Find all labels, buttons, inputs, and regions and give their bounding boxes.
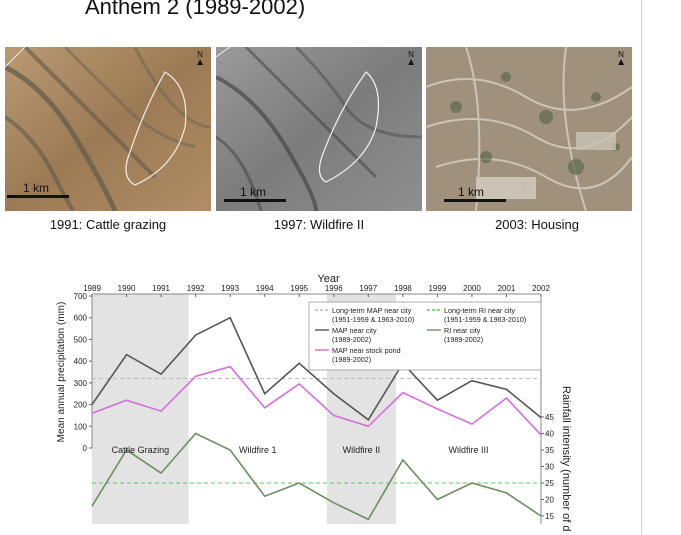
aerial-photo-2003: N ▲ 1 km — [426, 47, 632, 211]
north-label: N — [618, 50, 624, 59]
left-tick-label: 700 — [74, 292, 88, 301]
left-tick-label: 400 — [74, 357, 88, 366]
left-tick-label: 500 — [74, 335, 88, 344]
aerial-photo-1991: N ▲ 1 km — [5, 47, 211, 211]
right-tick-label: 25 — [545, 479, 554, 488]
x-tick-label: 1998 — [394, 284, 412, 293]
north-label: N — [197, 50, 203, 59]
right-tick-label: 40 — [545, 430, 554, 439]
legend-label: Long-term RI near city (1951-1959 & 1963-… — [444, 306, 526, 324]
scale-bar — [224, 199, 286, 202]
precipitation-chart: 1989 1990 1991 1992 1993 1994 1995 1996 1997 1998… — [56, 273, 572, 532]
left-tick-label: 600 — [74, 314, 88, 323]
series-line-0 — [91, 316, 542, 421]
x-tick-label: 2000 — [463, 284, 481, 293]
period-label: Cattle Grazing — [112, 445, 170, 455]
legend-label: MAP near city (1989-2002) — [332, 326, 377, 344]
period-label: Wildfire 1 — [239, 445, 277, 455]
x-tick-label: 1994 — [256, 284, 274, 293]
right-tick-label: 35 — [545, 446, 554, 455]
aerial-photo-1997: N ▲ 1 km — [216, 47, 422, 211]
scale-label: 1 km — [23, 181, 50, 195]
slide-right-border — [641, 0, 642, 535]
photo-caption-2003: 2003: Housing — [495, 217, 579, 232]
photo-caption-1991: 1991: Cattle grazing — [49, 217, 167, 232]
legend-label: Long-term MAP near city (1951-1959 & 1963… — [332, 306, 414, 324]
x-axis-label: Year — [317, 273, 340, 285]
x-tick-label: 1995 — [290, 284, 308, 293]
x-tick-label: 1997 — [359, 284, 377, 293]
slide-title: Anthem 2 (1989-2002) — [85, 0, 306, 19]
series-line-2 — [91, 432, 542, 521]
left-axis-label: Mean annual precipitation (mm) — [56, 302, 67, 443]
north-arrow-icon: N ▲ — [616, 50, 626, 68]
legend-box — [308, 301, 542, 371]
north-arrow-icon: N ▲ — [195, 50, 205, 68]
right-tick-label: 45 — [545, 413, 554, 422]
left-tick-label: 200 — [74, 401, 88, 410]
period-band — [92, 294, 189, 524]
north-label: N — [408, 50, 414, 59]
right-axis-label: Rainfall intensity (number of d — [560, 386, 572, 532]
left-tick-label: 0 — [83, 444, 88, 453]
scale-label: 1 km — [240, 185, 267, 199]
period-label: Wildfire III — [448, 445, 488, 455]
legend-label: RI near city (1989-2002) — [444, 326, 483, 344]
scale-label: 1 km — [458, 185, 485, 199]
right-tick-label: 20 — [545, 496, 554, 505]
legend-label: MAP near stock pond (1989-2002) — [332, 346, 401, 364]
period-label: Wildfire II — [343, 445, 381, 455]
scale-bar — [444, 199, 506, 202]
x-tick-label: 2002 — [532, 284, 550, 293]
series-line-1 — [91, 365, 542, 436]
x-tick-label: 2001 — [498, 284, 516, 293]
x-tick-label: 1996 — [325, 284, 343, 293]
x-tick-label: 1999 — [428, 284, 446, 293]
x-tick-label: 1993 — [221, 284, 239, 293]
left-tick-label: 100 — [74, 422, 88, 431]
right-tick-label: 15 — [545, 512, 554, 521]
x-tick-label: 1992 — [187, 284, 205, 293]
north-arrow-icon: N ▲ — [406, 50, 416, 68]
photo-caption-1997: 1997: Wildfire II — [273, 217, 365, 232]
scale-bar — [7, 195, 69, 198]
x-tick-label: 1991 — [152, 284, 170, 293]
left-tick-label: 300 — [74, 379, 88, 388]
x-tick-label: 1990 — [118, 284, 136, 293]
right-tick-label: 30 — [545, 463, 554, 472]
x-tick-label: 1989 — [83, 284, 101, 293]
